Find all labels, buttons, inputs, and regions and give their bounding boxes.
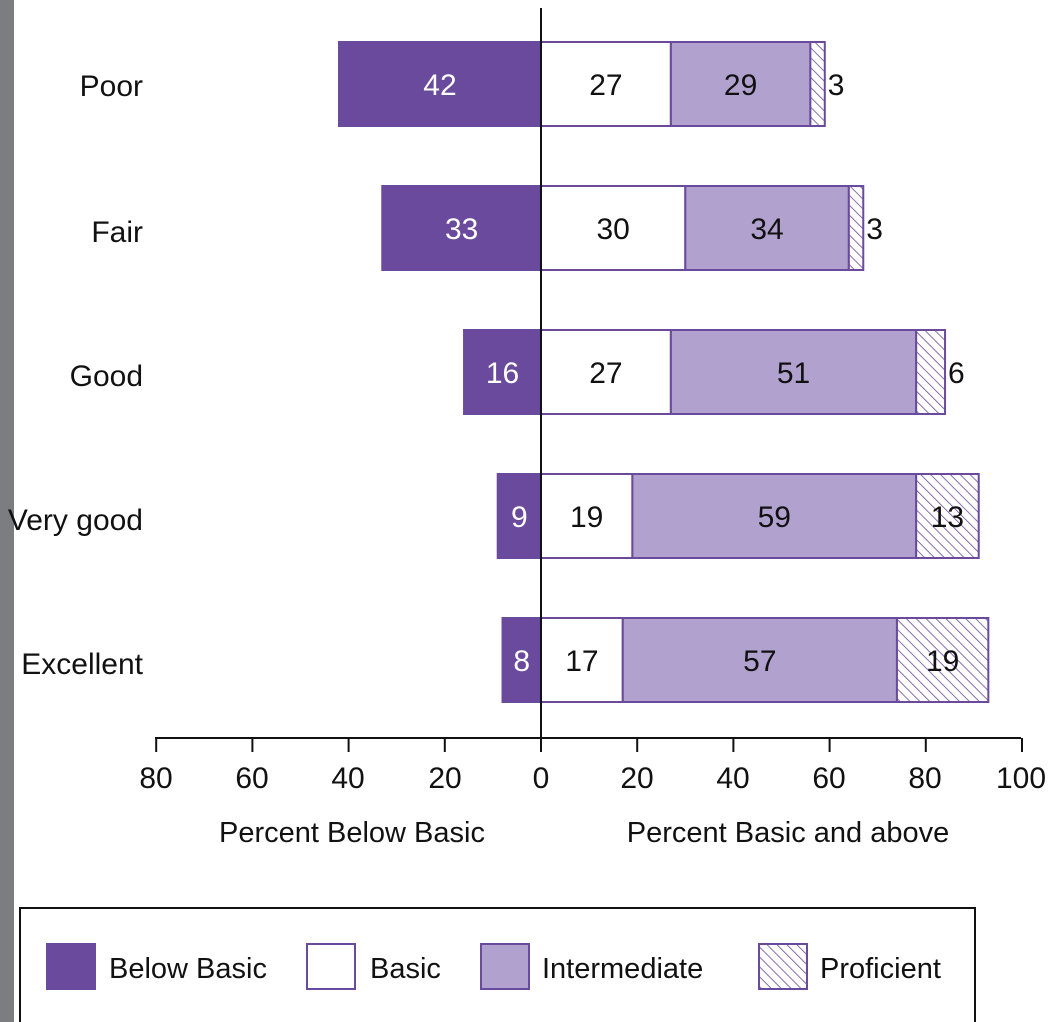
value-label-below-basic-fair: 33 (445, 213, 478, 246)
value-label-below-basic-very-good: 9 (511, 501, 528, 534)
value-label-intermediate-excellent: 57 (743, 645, 776, 678)
bar-proficient-good (915, 329, 947, 415)
legend-label-below-basic: Below Basic (109, 953, 267, 985)
category-label-very-good: Very good (8, 504, 143, 537)
value-label-proficient-good: 6 (948, 357, 965, 390)
value-label-proficient-excellent: 19 (926, 645, 959, 678)
tick-label-left-40: 40 (331, 762, 364, 795)
legend-swatch-intermediate (480, 943, 530, 990)
bar-below-basic-good (463, 329, 543, 415)
tick-label-right-20: 20 (620, 762, 653, 795)
tick-label-right-60: 60 (812, 762, 845, 795)
legend-swatch-proficient (758, 943, 808, 990)
category-label-fair: Fair (91, 216, 143, 249)
value-label-intermediate-fair: 34 (750, 213, 783, 246)
legend-label-proficient: Proficient (820, 953, 941, 985)
tick-label-right-100: 100 (996, 762, 1046, 795)
tick-label-right-80: 80 (908, 762, 941, 795)
value-label-proficient-poor: 3 (828, 69, 845, 102)
bar-intermediate-fair (684, 185, 850, 271)
tick-label-left-80: 80 (139, 762, 172, 795)
bars-group: 42 27 29 333 30 34 316 27 51 69 19 59 138 17 57 19 (337, 41, 990, 703)
value-label-below-basic-excellent: 8 (513, 645, 530, 678)
value-label-proficient-fair: 3 (866, 213, 883, 246)
value-label-basic-excellent: 17 (565, 645, 598, 678)
category-label-good: Good (70, 360, 143, 393)
bar-below-basic-poor (337, 41, 543, 127)
x-axis-label-right: Percent Basic and above (627, 817, 949, 849)
legend: Below Basic Basic Intermediate Proficien… (19, 907, 976, 1022)
value-label-below-basic-poor: 42 (423, 69, 456, 102)
tick-label-left-20: 20 (428, 762, 461, 795)
bar-below-basic-very-good (496, 473, 542, 559)
category-label-excellent: Excellent (21, 648, 143, 681)
value-label-basic-very-good: 19 (570, 501, 603, 534)
bar-proficient-excellent (895, 617, 990, 703)
legend-swatch-basic (306, 943, 356, 990)
legend-label-intermediate: Intermediate (542, 953, 703, 985)
legend-swatch-below-basic (46, 943, 96, 990)
bar-basic-good (540, 329, 672, 415)
category-label-poor: Poor (80, 70, 143, 103)
tick-label-right-0: 0 (533, 762, 550, 795)
bar-proficient-fair (847, 185, 865, 271)
bar-intermediate-poor (669, 41, 812, 127)
x-axis-ticks (155, 738, 1023, 752)
value-label-proficient-very-good: 13 (931, 501, 964, 534)
bar-proficient-very-good (915, 473, 980, 559)
value-label-intermediate-good: 51 (777, 357, 810, 390)
bar-basic-excellent (540, 617, 624, 703)
bar-intermediate-very-good (631, 473, 918, 559)
value-label-intermediate-very-good: 59 (758, 501, 791, 534)
x-axis-label-left: Percent Below Basic (219, 817, 485, 849)
value-label-basic-good: 27 (589, 357, 622, 390)
legend-label-basic: Basic (370, 953, 441, 985)
value-label-basic-poor: 27 (589, 69, 622, 102)
bar-basic-fair (540, 185, 687, 271)
value-label-below-basic-good: 16 (486, 357, 519, 390)
tick-label-left-60: 60 (235, 762, 268, 795)
value-label-basic-fair: 30 (596, 213, 629, 246)
value-label-intermediate-poor: 29 (724, 69, 757, 102)
tick-label-right-40: 40 (716, 762, 749, 795)
bar-proficient-poor (809, 41, 826, 127)
bar-below-basic-fair (381, 185, 542, 271)
